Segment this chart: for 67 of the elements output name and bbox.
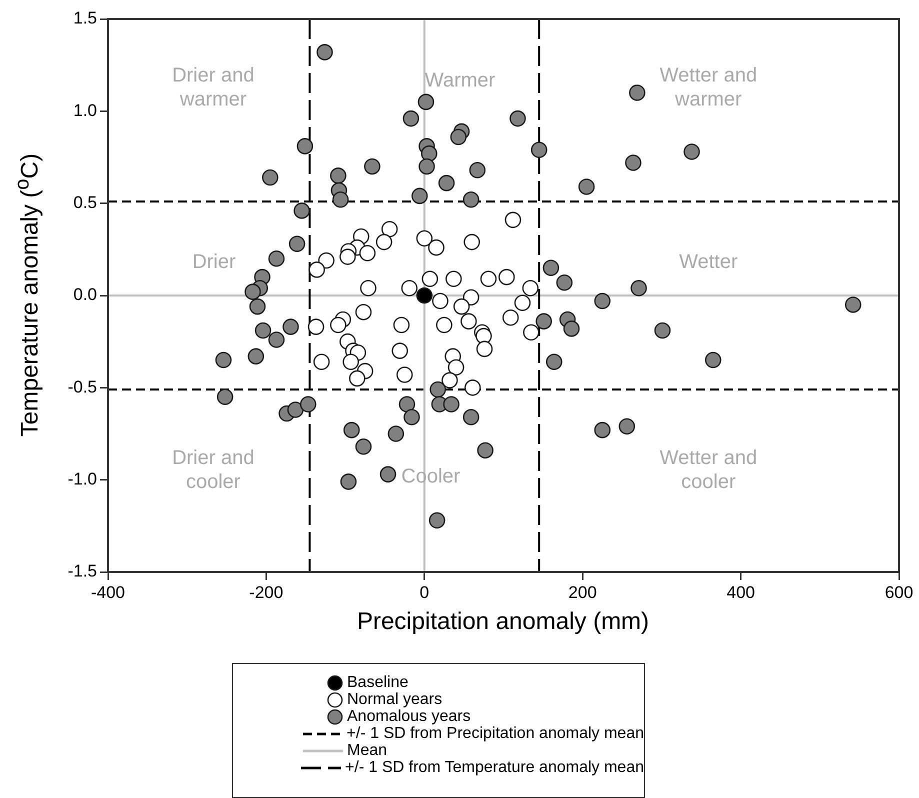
point [401, 280, 418, 296]
point [453, 298, 470, 315]
point [376, 234, 392, 250]
y-tick-label: 0.0 [73, 285, 97, 304]
point [308, 262, 325, 278]
point [308, 318, 324, 335]
point [428, 239, 444, 256]
point [498, 268, 515, 286]
point [422, 270, 438, 288]
annotation: Wetter [679, 250, 738, 273]
point [436, 316, 452, 334]
point [355, 304, 372, 320]
point [476, 328, 492, 344]
x-tick-label: 400 [726, 582, 755, 602]
y-tick-label: 0.5 [73, 193, 97, 212]
legend-label: +/- 1 SD from Precipitation anomaly mean [346, 724, 644, 742]
point [359, 244, 376, 262]
x-axis-title: Precipitation anomaly (mm) [356, 608, 650, 636]
legend-label: +/- 1 SD from Temperature anomaly mean [345, 758, 644, 776]
point [464, 380, 481, 396]
annotation: Wetter and cooler [660, 446, 758, 493]
y-tick-label: 1.0 [73, 100, 97, 120]
legend-label: Mean [347, 742, 388, 760]
x-tick-label: -200 [249, 582, 284, 602]
point [514, 294, 531, 312]
point [476, 340, 493, 358]
point [318, 252, 334, 269]
point [342, 354, 359, 370]
y-tick-label: 1.5 [73, 8, 97, 28]
annotation: Wetter and warmer [660, 64, 758, 111]
legend-label: Normal years [347, 690, 442, 708]
annotation: Drier and warmer [172, 64, 254, 111]
point [480, 270, 497, 288]
point [396, 366, 413, 383]
point [462, 289, 480, 306]
point [416, 287, 433, 304]
point [392, 342, 408, 359]
x-tick-label: 200 [568, 582, 597, 602]
point [442, 372, 458, 388]
point [313, 354, 330, 370]
point [502, 309, 519, 326]
point [448, 359, 464, 376]
point [432, 292, 448, 310]
point [349, 370, 366, 387]
annotation: Warmer [424, 69, 496, 92]
annotation: Drier and cooler [172, 446, 254, 493]
point [393, 316, 410, 334]
y-tick-label: -0.5 [68, 377, 97, 396]
x-tick-label: 600 [884, 582, 914, 602]
point [464, 234, 480, 250]
point [381, 220, 398, 238]
legend-label: Baseline [347, 674, 408, 692]
y-tick-label: -1.0 [68, 470, 97, 489]
point [522, 280, 539, 296]
point [416, 230, 433, 247]
annotation: Drier [192, 250, 236, 273]
point [504, 212, 522, 228]
x-tick-label: -400 [90, 582, 126, 602]
x-tick-label: 0 [420, 582, 430, 602]
legend-label: Anomalous years [347, 708, 471, 726]
point [523, 324, 540, 341]
point [460, 313, 477, 330]
point [340, 248, 356, 265]
point [446, 270, 462, 288]
y-tick-label: -1.5 [68, 562, 97, 581]
point [360, 280, 376, 296]
point [330, 316, 346, 334]
